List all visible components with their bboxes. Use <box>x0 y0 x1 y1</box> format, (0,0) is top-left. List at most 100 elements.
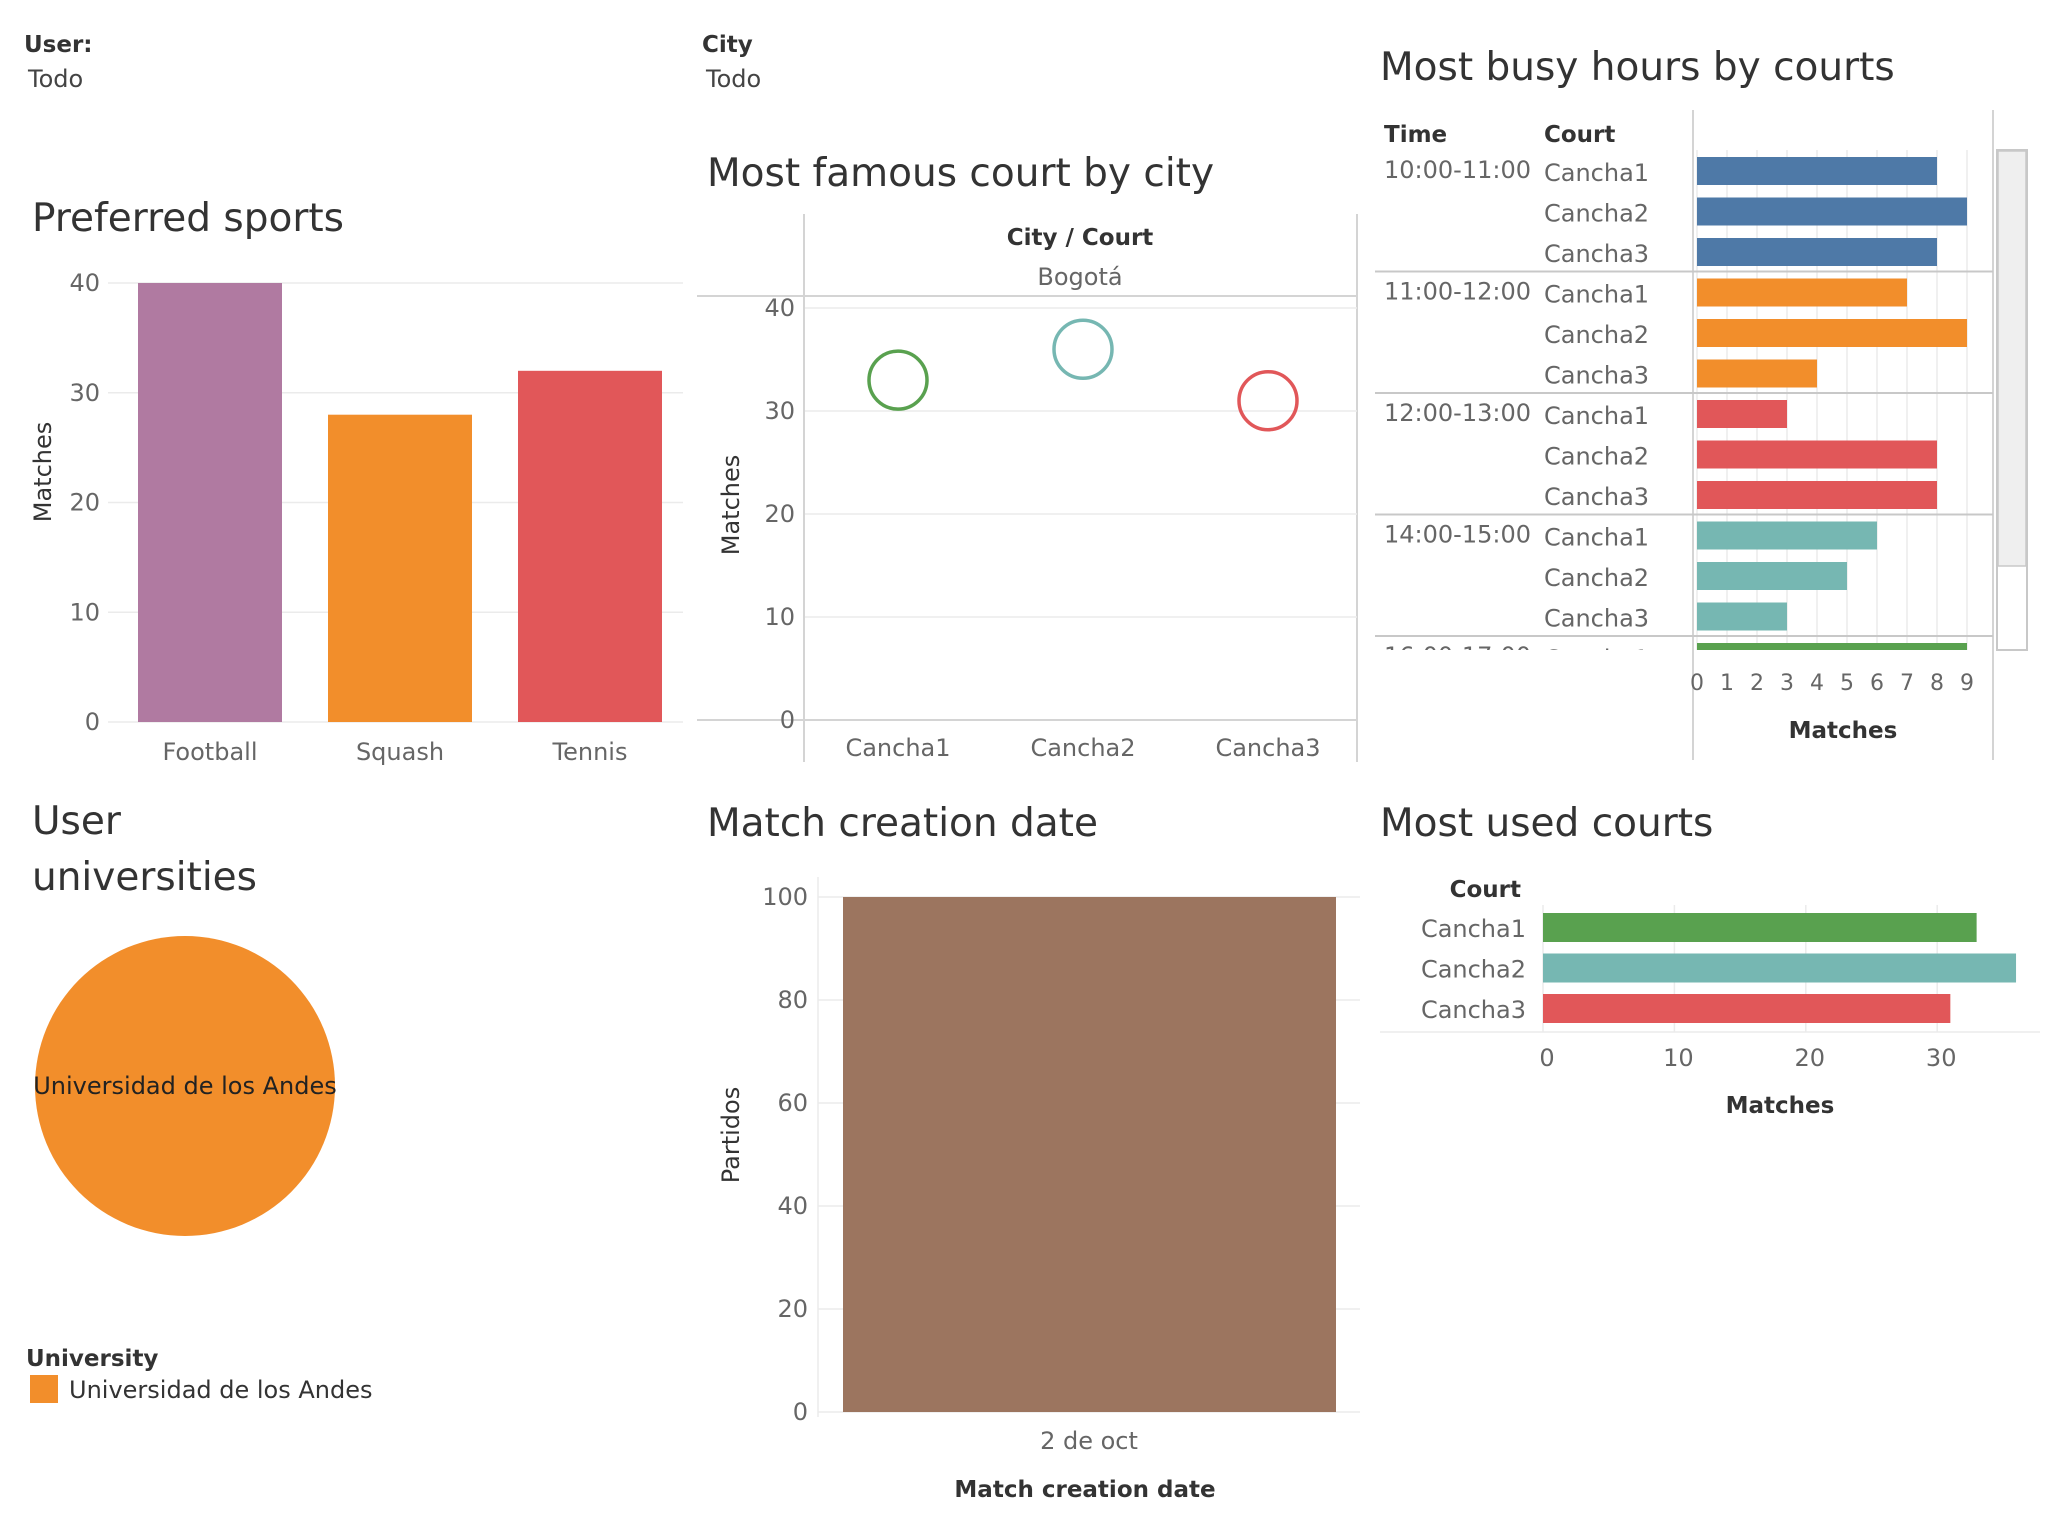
x-tick-label: 4 <box>1810 671 1824 696</box>
busy-hours-chart: Most busy hours by courts Time Court 10:… <box>1375 45 2028 760</box>
x-tick-label: 30 <box>1926 1044 1957 1072</box>
bar[interactable] <box>1543 953 2017 983</box>
bar[interactable] <box>1697 238 1937 266</box>
city-filter-value[interactable]: Todo <box>705 65 761 93</box>
y-tick-label: 40 <box>777 1192 808 1220</box>
bar[interactable] <box>1697 602 1787 631</box>
city-filter[interactable]: City Todo <box>702 32 761 93</box>
x-axis-label: Matches <box>1726 1093 1835 1119</box>
bar[interactable] <box>1697 440 1937 469</box>
court-label: Cancha2 <box>1544 200 1649 228</box>
y-tick-label: 0 <box>85 708 100 736</box>
chart-title: Most busy hours by courts <box>1380 45 1895 90</box>
x-axis-label: Match creation date <box>954 1477 1215 1503</box>
y-tick-label: 20 <box>777 1295 808 1323</box>
court-label: Cancha2 <box>1421 956 1526 984</box>
bar[interactable] <box>1697 481 1937 509</box>
x-tick-label: 2 de oct <box>1040 1427 1138 1455</box>
bar[interactable] <box>1543 913 1977 942</box>
court-label: Cancha2 <box>1544 564 1649 592</box>
bar[interactable] <box>1697 197 1967 226</box>
bar[interactable] <box>1697 278 1907 307</box>
y-tick-label: 0 <box>780 706 795 734</box>
y-tick-label: 60 <box>777 1089 808 1117</box>
user-filter-value[interactable]: Todo <box>27 65 83 93</box>
y-axis-label: Partidos <box>717 1087 745 1183</box>
x-tick-label: 0 <box>1690 671 1704 696</box>
most-used-courts-chart: Most used courts Court Cancha1 Cancha2 Can… <box>1380 801 2040 1119</box>
court-label: Cancha3 <box>1544 240 1649 268</box>
user-filter-label: User: <box>24 32 93 58</box>
x-tick-label: Cancha3 <box>1215 734 1320 762</box>
court-label: Cancha3 <box>1544 483 1649 511</box>
bar[interactable] <box>138 283 282 722</box>
time-label: 14:00-15:00 <box>1384 521 1531 549</box>
bar[interactable] <box>1697 521 1877 550</box>
bar[interactable] <box>518 370 662 722</box>
court-label: Cancha1 <box>1421 915 1526 943</box>
data-point[interactable] <box>1237 369 1299 432</box>
data-point[interactable] <box>867 349 929 411</box>
famous-court-chart: Most famous court by city City / Court B… <box>697 151 1358 762</box>
bar[interactable] <box>1543 994 1951 1023</box>
y-tick-label: 100 <box>762 883 808 911</box>
legend-item-label[interactable]: Universidad de los Andes <box>69 1376 373 1404</box>
court-label: Cancha3 <box>1421 996 1526 1024</box>
match-creation-chart: Match creation date Partidos 0 20 40 60 80 10… <box>707 801 1360 1503</box>
y-tick-label: 10 <box>764 603 795 631</box>
row-header-court: Court <box>1544 122 1615 148</box>
bar[interactable] <box>328 414 472 722</box>
user-universities-chart: User universities Universidad de los And… <box>26 799 373 1404</box>
x-axis-label: Matches <box>1789 718 1898 744</box>
bar[interactable] <box>1697 319 1967 347</box>
busy-hours-scroll-area[interactable]: 10:00-11:00 Cancha1 Cancha2 Cancha3 11:00-12… <box>1375 150 1993 673</box>
city-filter-label: City <box>702 32 753 58</box>
chart-title: Most used courts <box>1380 801 1713 846</box>
bar[interactable] <box>843 897 1336 1412</box>
x-tick-label: 5 <box>1840 671 1854 696</box>
time-label: 12:00-13:00 <box>1384 399 1531 427</box>
chart-title-line-1: User <box>32 799 122 844</box>
x-tick-label: 2 <box>1750 671 1764 696</box>
court-label: Cancha2 <box>1544 321 1649 349</box>
data-point[interactable] <box>1052 318 1114 380</box>
chart-title-line-2: universities <box>32 855 257 900</box>
court-label: Cancha1 <box>1544 159 1649 187</box>
x-tick-label: 6 <box>1870 671 1884 696</box>
x-tick-label: 20 <box>1795 1044 1826 1072</box>
legend-title: University <box>26 1346 158 1372</box>
bar[interactable] <box>1697 643 1967 671</box>
time-label: 10:00-11:00 <box>1384 156 1531 184</box>
y-tick-label: 20 <box>764 500 795 528</box>
x-tick-label: Tennis <box>552 738 628 766</box>
legend-swatch[interactable] <box>30 1375 58 1403</box>
y-tick-label: 10 <box>69 598 100 626</box>
y-tick-label: 30 <box>69 379 100 407</box>
row-header-time: Time <box>1384 122 1447 148</box>
bar[interactable] <box>1697 400 1787 428</box>
court-label: Cancha2 <box>1544 443 1649 471</box>
slice-label: Universidad de los Andes <box>33 1072 337 1100</box>
y-axis-label: Matches <box>717 455 745 556</box>
bar[interactable] <box>1697 562 1847 590</box>
vertical-scrollbar[interactable] <box>1996 149 2028 651</box>
chart-title: Preferred sports <box>32 196 344 241</box>
court-label: Cancha3 <box>1544 362 1649 390</box>
time-label: 11:00-12:00 <box>1384 278 1531 306</box>
x-tick-label: 10 <box>1663 1044 1694 1072</box>
bar[interactable] <box>1697 157 1937 185</box>
city-court-header: City / Court <box>1007 225 1154 251</box>
scrollbar-thumb[interactable] <box>1997 150 2027 567</box>
time-label: 16:00-17:00 <box>1384 642 1531 670</box>
x-tick-label: 9 <box>1960 671 1974 696</box>
pie-slice[interactable] <box>35 936 335 1236</box>
x-tick-label: Cancha1 <box>845 734 950 762</box>
x-tick-label: Football <box>162 738 257 766</box>
y-tick-label: 80 <box>777 986 808 1014</box>
user-filter[interactable]: User: Todo <box>24 32 93 93</box>
x-tick-label: 8 <box>1930 671 1944 696</box>
court-label: Cancha1 <box>1544 281 1649 309</box>
bar[interactable] <box>1697 359 1817 388</box>
y-tick-label: 0 <box>793 1398 808 1426</box>
